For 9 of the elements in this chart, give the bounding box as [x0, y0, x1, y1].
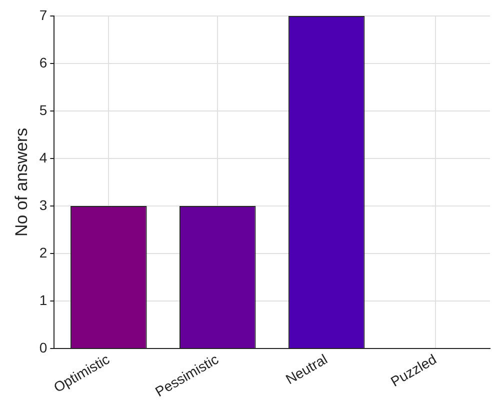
- y-tick-label: 3: [39, 196, 48, 213]
- y-tick-label: 6: [39, 54, 48, 70]
- y-tick-label: 0: [39, 339, 48, 356]
- y-tick-label: 5: [39, 102, 48, 118]
- y-tick-label: 1: [39, 292, 48, 308]
- y-tick-label: 2: [39, 244, 48, 260]
- y-tick-label: 4: [39, 149, 48, 166]
- y-axis-title: No of answers: [12, 128, 31, 237]
- y-tick-label: 7: [39, 6, 48, 23]
